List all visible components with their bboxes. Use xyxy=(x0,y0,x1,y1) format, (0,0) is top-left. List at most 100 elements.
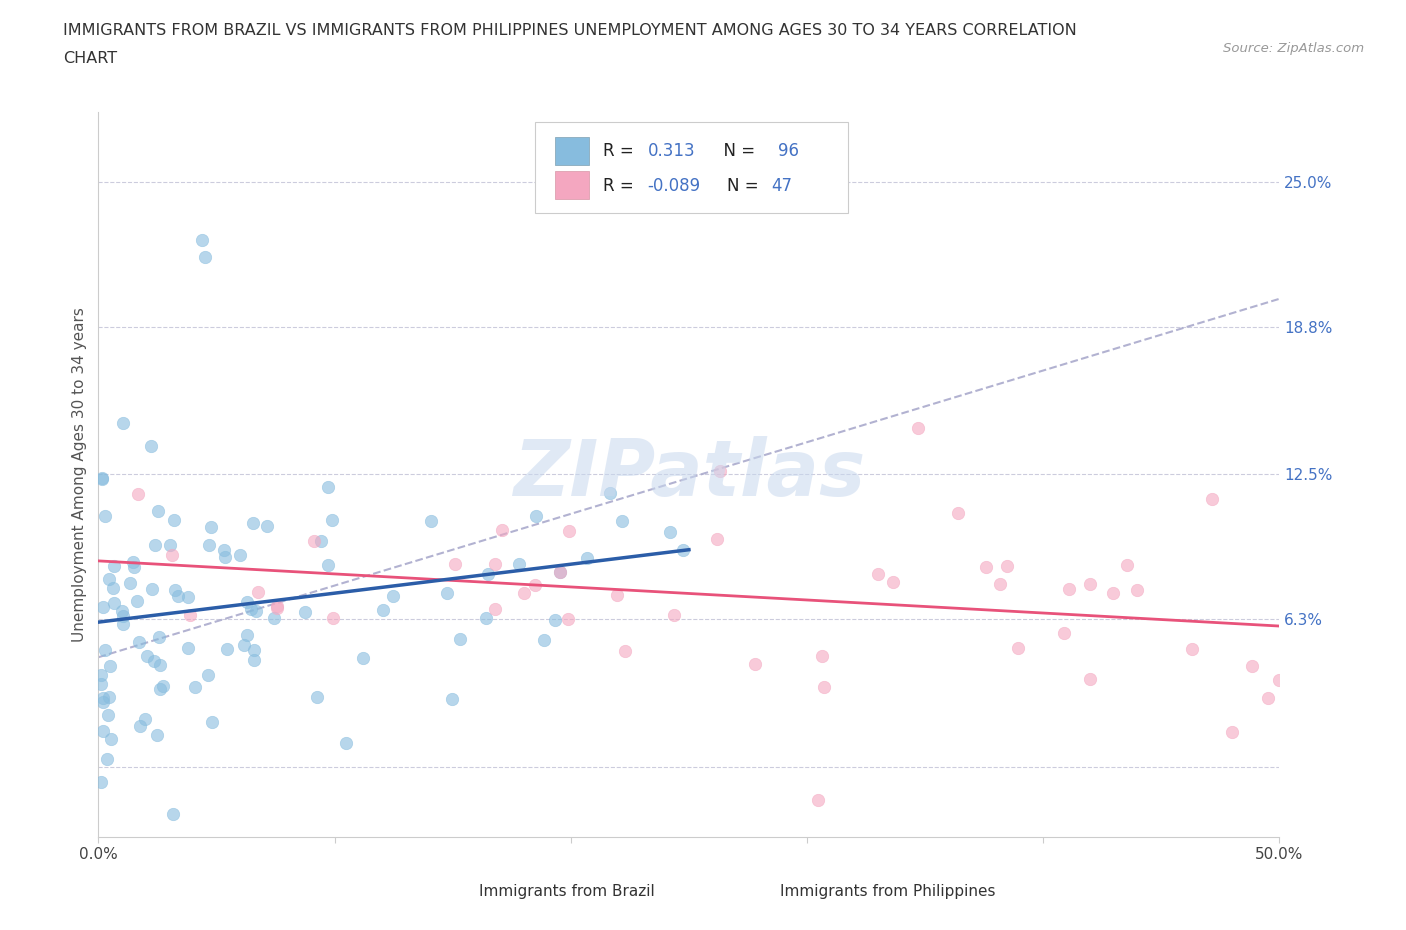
Point xyxy=(307,689,329,704)
Point xyxy=(90,668,112,683)
Point xyxy=(811,649,834,664)
Point xyxy=(599,485,621,500)
Point xyxy=(242,515,264,530)
Text: Source: ZipAtlas.com: Source: ZipAtlas.com xyxy=(1223,42,1364,55)
Point xyxy=(322,610,344,625)
Point xyxy=(103,580,125,595)
Point xyxy=(868,567,890,582)
Point xyxy=(245,604,267,618)
Point xyxy=(946,506,969,521)
Text: CHART: CHART xyxy=(63,51,117,66)
Point xyxy=(543,612,565,627)
Y-axis label: Unemployment Among Ages 30 to 34 years: Unemployment Among Ages 30 to 34 years xyxy=(72,307,87,642)
Point xyxy=(550,565,572,579)
FancyBboxPatch shape xyxy=(742,881,772,902)
Point xyxy=(103,596,125,611)
Point xyxy=(882,575,904,590)
FancyBboxPatch shape xyxy=(441,881,471,902)
Point xyxy=(103,559,125,574)
Point xyxy=(179,607,201,622)
Point xyxy=(233,637,256,652)
Point xyxy=(149,682,172,697)
Point xyxy=(302,534,325,549)
Text: -0.089: -0.089 xyxy=(648,177,700,194)
Point xyxy=(1053,626,1076,641)
Point xyxy=(440,692,463,707)
Point xyxy=(373,603,395,618)
Text: 96: 96 xyxy=(778,141,799,160)
Point xyxy=(309,533,332,548)
Point xyxy=(316,558,339,573)
Point xyxy=(197,667,219,682)
Point xyxy=(212,543,235,558)
Point xyxy=(197,538,219,552)
Point xyxy=(610,514,633,529)
Point xyxy=(1220,724,1243,739)
Text: N =: N = xyxy=(727,177,763,194)
Point xyxy=(127,487,149,502)
Point xyxy=(141,581,163,596)
Point xyxy=(256,519,278,534)
Point xyxy=(1101,586,1123,601)
Point xyxy=(242,652,264,667)
Point xyxy=(709,463,731,478)
FancyBboxPatch shape xyxy=(555,137,589,165)
Point xyxy=(1241,658,1264,673)
Point xyxy=(135,649,157,664)
Point xyxy=(98,659,121,674)
Point xyxy=(382,588,405,603)
Point xyxy=(214,550,236,565)
Point xyxy=(118,576,141,591)
Point xyxy=(659,525,682,540)
Text: Immigrants from Brazil: Immigrants from Brazil xyxy=(478,884,654,899)
Point xyxy=(90,676,112,691)
Point xyxy=(100,732,122,747)
Point xyxy=(240,602,263,617)
Point xyxy=(557,611,579,626)
Point xyxy=(125,593,148,608)
Point xyxy=(97,572,120,587)
Point xyxy=(200,715,222,730)
FancyBboxPatch shape xyxy=(555,171,589,199)
Point xyxy=(152,678,174,693)
Point xyxy=(200,520,222,535)
Point xyxy=(122,560,145,575)
Point xyxy=(523,578,546,592)
Point xyxy=(266,601,288,616)
Point xyxy=(194,249,217,264)
Point xyxy=(177,590,200,604)
Point xyxy=(484,602,506,617)
Point xyxy=(93,691,115,706)
Point xyxy=(91,472,114,486)
Point xyxy=(236,595,259,610)
Point xyxy=(321,512,343,527)
Point xyxy=(134,711,156,726)
Point xyxy=(907,420,929,435)
Point xyxy=(236,628,259,643)
Point xyxy=(294,604,316,619)
Point xyxy=(474,610,496,625)
Point xyxy=(1080,577,1102,591)
Point xyxy=(1078,671,1101,686)
Point xyxy=(146,727,169,742)
Point xyxy=(316,480,339,495)
Point xyxy=(129,719,152,734)
Text: Immigrants from Philippines: Immigrants from Philippines xyxy=(780,884,995,899)
Point xyxy=(159,538,181,552)
Point xyxy=(128,634,150,649)
Point xyxy=(162,806,184,821)
Text: ZIPatlas: ZIPatlas xyxy=(513,436,865,512)
Point xyxy=(807,792,830,807)
Point xyxy=(217,642,239,657)
Text: 47: 47 xyxy=(772,177,793,194)
Point xyxy=(191,232,214,247)
Point xyxy=(163,583,186,598)
Point xyxy=(990,577,1012,591)
Point xyxy=(93,642,115,657)
Point xyxy=(93,509,115,524)
Point xyxy=(266,599,288,614)
Point xyxy=(449,632,471,647)
Point xyxy=(974,559,997,574)
Point xyxy=(96,751,118,766)
Point xyxy=(558,524,581,538)
